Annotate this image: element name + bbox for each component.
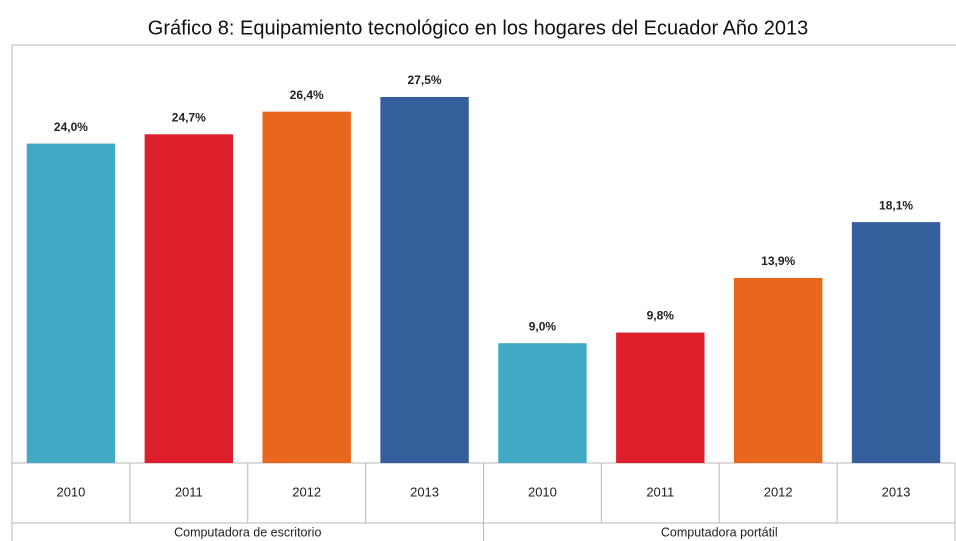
bar (616, 332, 705, 463)
x-tick-label: 2011 (646, 484, 674, 499)
x-tick-label: 2013 (410, 484, 439, 499)
group-label: Computadora portátil (661, 525, 778, 539)
x-tick-label: 2011 (175, 484, 203, 499)
value-label: 13,9% (761, 254, 795, 268)
x-tick-label: 2012 (292, 484, 321, 499)
value-label: 24,7% (172, 110, 206, 124)
bar (851, 222, 941, 463)
group-label: Computadora de escritorio (174, 525, 321, 539)
x-tick-label: 2010 (528, 484, 557, 499)
value-label: 18,1% (879, 198, 913, 212)
value-label: 9,0% (529, 319, 557, 333)
bar (733, 278, 823, 463)
bar (144, 134, 234, 464)
value-label: 27,5% (408, 73, 442, 87)
value-label: 26,4% (290, 88, 324, 102)
x-tick-label: 2012 (764, 484, 793, 499)
chart-title: Gráfico 8: Equipamiento tecnológico en l… (148, 17, 808, 39)
bar (26, 143, 116, 463)
bar (262, 111, 351, 463)
value-label: 24,0% (54, 120, 88, 134)
x-tick-label: 2013 (882, 484, 911, 499)
value-label: 9,8% (647, 309, 675, 323)
bar (498, 343, 587, 463)
x-tick-label: 2010 (56, 484, 85, 499)
bar (380, 97, 469, 463)
